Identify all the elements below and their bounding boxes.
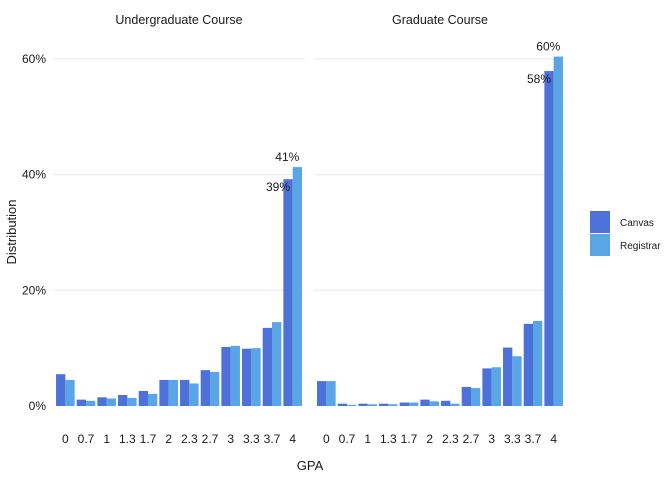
data-label-canvas: 58% — [527, 72, 551, 86]
bar-registrar-gpa-2.3 — [450, 403, 460, 406]
bar-registrar-gpa-2.3 — [189, 383, 199, 406]
bar-canvas-gpa-3.3 — [242, 348, 252, 406]
legend-label-canvas: Canvas — [620, 218, 654, 229]
legend-label-registrar: Registrar — [620, 241, 661, 252]
panel-title-undergraduate: Undergraduate Course — [115, 13, 242, 27]
bar-canvas-gpa-1.7 — [138, 390, 148, 406]
bar-canvas-gpa-4 — [544, 71, 554, 406]
bar-registrar-gpa-3 — [230, 345, 240, 406]
x-tick-label: 3.7 — [264, 432, 281, 446]
x-tick-label: 3 — [488, 432, 495, 446]
bar-registrar-gpa-2 — [429, 401, 439, 406]
bar-registrar-gpa-1.3 — [388, 404, 398, 406]
legend-key-canvas — [590, 211, 610, 233]
y-tick-label: 0% — [29, 399, 47, 413]
bar-registrar-gpa-3.7 — [533, 320, 543, 406]
bar-canvas-gpa-2.7 — [200, 370, 210, 406]
bar-registrar-gpa-2.7 — [471, 388, 481, 406]
bar-registrar-gpa-1 — [367, 404, 377, 406]
x-tick-label: 3.3 — [504, 432, 521, 446]
bar-canvas-gpa-4 — [283, 179, 293, 406]
bar-registrar-gpa-1.3 — [127, 397, 137, 406]
bar-canvas-gpa-3.3 — [503, 347, 513, 406]
x-tick-label: 3 — [227, 432, 234, 446]
x-tick-label: 3.7 — [525, 432, 542, 446]
bar-registrar-gpa-1 — [106, 398, 116, 406]
bar-canvas-gpa-2.3 — [180, 379, 190, 406]
bar-registrar-gpa-3.3 — [251, 348, 261, 406]
x-tick-label: 0 — [62, 432, 69, 446]
data-label-canvas: 39% — [266, 180, 290, 194]
x-tick-label: 1 — [364, 432, 371, 446]
bar-canvas-gpa-3 — [221, 346, 231, 406]
bar-registrar-gpa-4 — [292, 167, 302, 406]
x-tick-label: 0.7 — [78, 432, 95, 446]
bar-canvas-gpa-2 — [159, 379, 169, 406]
bar-canvas-gpa-1.7 — [399, 402, 409, 406]
bar-registrar-gpa-0.7 — [347, 404, 357, 406]
x-tick-label: 0.7 — [339, 432, 356, 446]
bar-registrar-gpa-0.7 — [86, 400, 96, 406]
x-tick-label: 3.3 — [243, 432, 260, 446]
legend-key-registrar — [590, 234, 610, 256]
bar-canvas-gpa-0 — [317, 381, 327, 406]
bar-canvas-gpa-3.7 — [262, 327, 272, 406]
bar-registrar-gpa-1.7 — [148, 393, 158, 406]
x-tick-label: 2.7 — [202, 432, 219, 446]
panel-graduate: Graduate Course 0 0.7 1 1.3 1.7 2 2.3 2.7 3 3.3 3.… — [314, 13, 566, 446]
bar-registrar-gpa-3.7 — [272, 322, 282, 406]
bar-registrar-gpa-2 — [168, 379, 178, 406]
bar-registrar-gpa-0 — [326, 381, 336, 406]
bar-canvas-gpa-3.7 — [523, 323, 533, 406]
data-label-registrar: 60% — [536, 40, 560, 54]
x-tick-label: 1.3 — [119, 432, 136, 446]
x-axis-title: GPA — [297, 458, 324, 473]
bar-canvas-gpa-1.3 — [118, 395, 128, 406]
bar-canvas-gpa-1 — [97, 397, 107, 406]
bar-registrar-gpa-4 — [553, 56, 563, 406]
legend: Canvas Registrar — [590, 211, 661, 256]
x-tick-label: 2 — [165, 432, 172, 446]
y-axis-title: Distribution — [4, 199, 19, 264]
bar-canvas-gpa-0.7 — [337, 403, 347, 406]
x-tick-label: 4 — [550, 432, 557, 446]
y-tick-label: 60% — [22, 52, 46, 66]
panel-title-graduate: Graduate Course — [392, 13, 488, 27]
x-tick-label: 0 — [323, 432, 330, 446]
bar-canvas-gpa-2.7 — [461, 386, 471, 406]
x-tick-label: 1.7 — [401, 432, 418, 446]
bar-canvas-gpa-2.3 — [441, 400, 451, 406]
bar-registrar-gpa-3 — [491, 367, 501, 406]
bar-canvas-gpa-1.3 — [379, 403, 389, 406]
x-tick-label: 2 — [426, 432, 433, 446]
x-tick-label: 4 — [289, 432, 296, 446]
bar-canvas-gpa-0.7 — [76, 399, 86, 406]
x-tick-label: 1.7 — [140, 432, 157, 446]
panel-undergraduate: Undergraduate Course 0 0.7 1 1.3 1.7 2 2.3 2.7 3… — [53, 13, 305, 446]
bar-registrar-gpa-3.3 — [512, 356, 522, 406]
x-tick-label: 2.3 — [442, 432, 459, 446]
y-axis: 0% 20% 40% 60% — [22, 52, 46, 413]
bar-canvas-gpa-3 — [482, 368, 492, 406]
x-tick-label: 2.3 — [181, 432, 198, 446]
y-tick-label: 40% — [22, 168, 46, 182]
x-tick-label: 2.7 — [463, 432, 480, 446]
x-tick-label: 1.3 — [380, 432, 397, 446]
bar-canvas-gpa-2 — [420, 399, 430, 406]
data-label-registrar: 41% — [275, 150, 299, 164]
bar-registrar-gpa-2.7 — [210, 371, 220, 406]
bar-canvas-gpa-0 — [56, 374, 66, 406]
bar-registrar-gpa-0 — [65, 379, 75, 406]
x-tick-label: 1 — [103, 432, 110, 446]
bar-registrar-gpa-1.7 — [409, 402, 419, 406]
y-tick-label: 20% — [22, 283, 46, 297]
bar-canvas-gpa-1 — [358, 403, 368, 406]
